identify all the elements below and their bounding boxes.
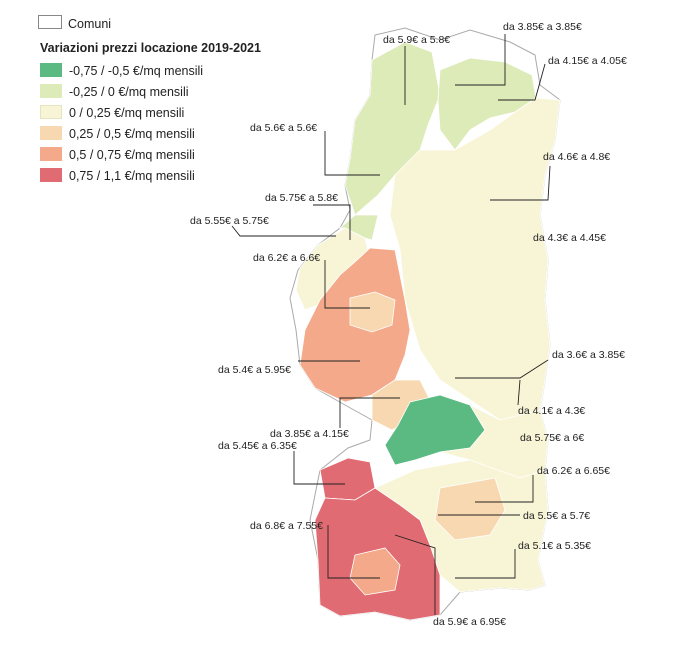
legend-item-2: -0,25 / 0 €/mq mensili (40, 84, 189, 100)
price-label-6: da 5.75€ a 5.8€ (265, 192, 338, 204)
legend-item-label: 0 / 0,25 €/mq mensili (69, 106, 185, 120)
legend-title: Variazioni prezzi locazione 2019-2021 (40, 41, 261, 55)
legend-item-label: -0,25 / 0 €/mq mensili (69, 85, 189, 99)
price-label-11: da 5.4€ a 5.95€ (218, 364, 291, 376)
price-label-16: da 6.2€ a 6.65€ (537, 465, 610, 477)
price-label-17: da 5.5€ a 5.7€ (523, 510, 591, 522)
legend-swatch (40, 126, 62, 140)
price-label-13: da 3.85€ a 4.15€ (270, 428, 349, 440)
legend-swatch (40, 105, 62, 119)
legend-item-label: 0,25 / 0,5 €/mq mensili (69, 127, 195, 141)
legend-item-5: 0,5 / 0,75 €/mq mensili (40, 147, 195, 163)
legend-item-6: 0,75 / 1,1 €/mq mensili (40, 168, 195, 184)
price-label-7: da 5.55€ a 5.75€ (190, 215, 269, 227)
legend-swatch (40, 147, 62, 161)
price-label-3: da 4.15€ a 4.05€ (548, 55, 627, 67)
area-west-green (338, 214, 379, 241)
leader-lines (231, 34, 551, 615)
price-label-15: da 5.45€ a 6.35€ (218, 440, 297, 452)
price-label-5: da 4.6€ a 4.8€ (543, 151, 611, 163)
legend-comuni: Comuni (38, 15, 111, 31)
legend-swatch (40, 168, 62, 182)
legend-comuni-label: Comuni (68, 17, 112, 31)
legend-item-label: -0,75 / -0,5 €/mq mensili (69, 64, 204, 78)
area-central-east (389, 97, 561, 421)
boundary-swatch (38, 15, 62, 29)
price-label-1: da 5.9€ a 5.8€ (383, 34, 451, 46)
legend-item-label: 0,5 / 0,75 €/mq mensili (69, 148, 195, 162)
area-north-west (344, 41, 441, 216)
price-label-4: da 5.6€ a 5.6€ (250, 122, 318, 134)
price-label-18: da 6.8€ a 7.55€ (250, 520, 323, 532)
area-south-peach (434, 477, 506, 541)
legend-item-4: 0,25 / 0,5 €/mq mensili (40, 126, 195, 142)
price-label-19: da 5.1€ a 5.35€ (518, 540, 591, 552)
price-label-2: da 3.85€ a 3.85€ (503, 21, 582, 33)
price-label-20: da 5.9€ a 6.95€ (433, 616, 506, 628)
area-north-east (437, 57, 537, 151)
price-label-8: da 4.3€ a 4.45€ (533, 232, 606, 244)
legend-item-1: -0,75 / -0,5 €/mq mensili (40, 63, 203, 79)
legend-swatch (40, 63, 62, 77)
legend-swatch (40, 84, 62, 98)
legend-item-label: 0,75 / 1,1 €/mq mensili (69, 169, 195, 183)
price-label-9: da 6.2€ a 6.6€ (253, 252, 321, 264)
price-label-14: da 5.75€ a 6€ (520, 432, 585, 444)
area-city-core (349, 291, 396, 333)
legend-item-3: 0 / 0,25 €/mq mensili (40, 105, 184, 121)
price-label-12: da 4.1€ a 4.3€ (518, 405, 586, 417)
price-label-10: da 3.6€ a 3.85€ (552, 349, 625, 361)
